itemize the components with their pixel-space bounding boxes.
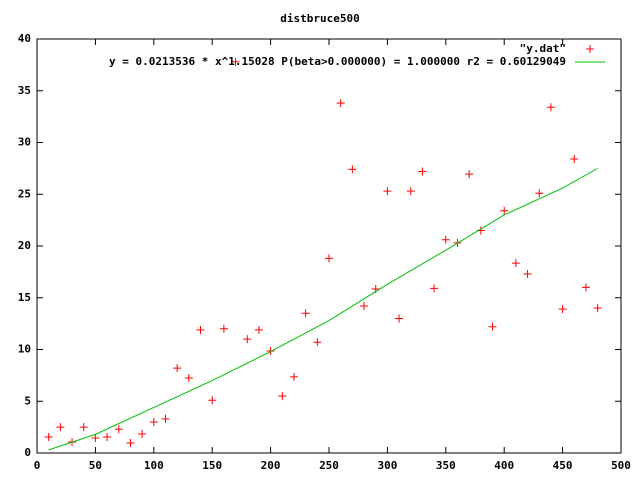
scatter-point <box>184 373 193 382</box>
scatter-point <box>383 187 392 196</box>
scatter-point <box>91 433 100 442</box>
scatter-point <box>500 206 509 215</box>
scatter-point <box>289 372 298 381</box>
y-tick-label: 0 <box>24 446 31 459</box>
x-tick-label: 50 <box>89 459 102 472</box>
scatter-point <box>418 167 427 176</box>
scatter-point <box>196 325 205 334</box>
scatter-point <box>231 57 240 66</box>
scatter-point <box>581 283 590 292</box>
scatter-point <box>535 189 544 198</box>
scatter-point <box>79 423 88 432</box>
scatter-point <box>430 284 439 293</box>
scatter-point <box>570 155 579 164</box>
fit-line <box>48 167 598 451</box>
x-tick-label: 500 <box>611 459 631 472</box>
scatter-point <box>208 396 217 405</box>
scatter-point <box>243 335 252 344</box>
scatter-point <box>465 170 474 179</box>
scatter-point <box>488 322 497 331</box>
scatter-point <box>103 432 112 441</box>
scatter-point <box>126 438 135 447</box>
scatter-point <box>325 254 333 263</box>
scatter-point <box>395 314 404 323</box>
y-tick-label: 40 <box>18 32 31 45</box>
scatter-point <box>511 259 520 268</box>
legend-label: y = 0.0213536 * x^1.15028 P(beta>0.00000… <box>109 55 566 68</box>
scatter-point <box>149 417 158 426</box>
scatter-point <box>546 103 555 112</box>
scatter-point <box>348 165 357 174</box>
x-tick-label: 0 <box>34 459 41 472</box>
x-tick-label: 350 <box>436 459 456 472</box>
y-tick-label: 10 <box>18 343 31 356</box>
scatter-point <box>523 269 532 278</box>
scatter-point <box>138 429 147 438</box>
x-tick-label: 450 <box>553 459 573 472</box>
scatter-point <box>278 392 287 401</box>
y-tick-label: 15 <box>18 291 31 304</box>
scatter-point <box>254 325 263 334</box>
legend-label: "y.dat" <box>520 42 566 55</box>
scatter-point <box>558 305 567 314</box>
scatter-point <box>44 432 53 441</box>
x-tick-label: 100 <box>144 459 164 472</box>
scatter-point <box>173 364 182 373</box>
scatter-point <box>593 304 602 313</box>
x-tick-label: 200 <box>261 459 281 472</box>
x-tick-label: 150 <box>202 459 222 472</box>
legend-swatch <box>586 45 594 53</box>
scatter-point <box>301 309 310 318</box>
scatter-point <box>161 414 170 423</box>
chart-title: distbruce500 <box>280 12 359 25</box>
scatter-point <box>360 302 369 311</box>
scatter-point <box>56 423 65 432</box>
scatter-point <box>114 425 123 434</box>
scatter-point <box>313 338 322 347</box>
scatter-point <box>441 235 450 244</box>
x-tick-label: 300 <box>377 459 397 472</box>
y-tick-label: 35 <box>18 84 31 97</box>
x-tick-label: 250 <box>319 459 339 472</box>
scatter-point <box>406 187 415 196</box>
y-tick-label: 30 <box>18 136 31 149</box>
scatter-point <box>219 324 228 333</box>
scatter-point <box>336 99 345 108</box>
y-tick-label: 25 <box>18 187 31 200</box>
y-tick-label: 20 <box>18 239 31 252</box>
x-tick-label: 400 <box>494 459 514 472</box>
y-tick-label: 5 <box>24 394 31 407</box>
